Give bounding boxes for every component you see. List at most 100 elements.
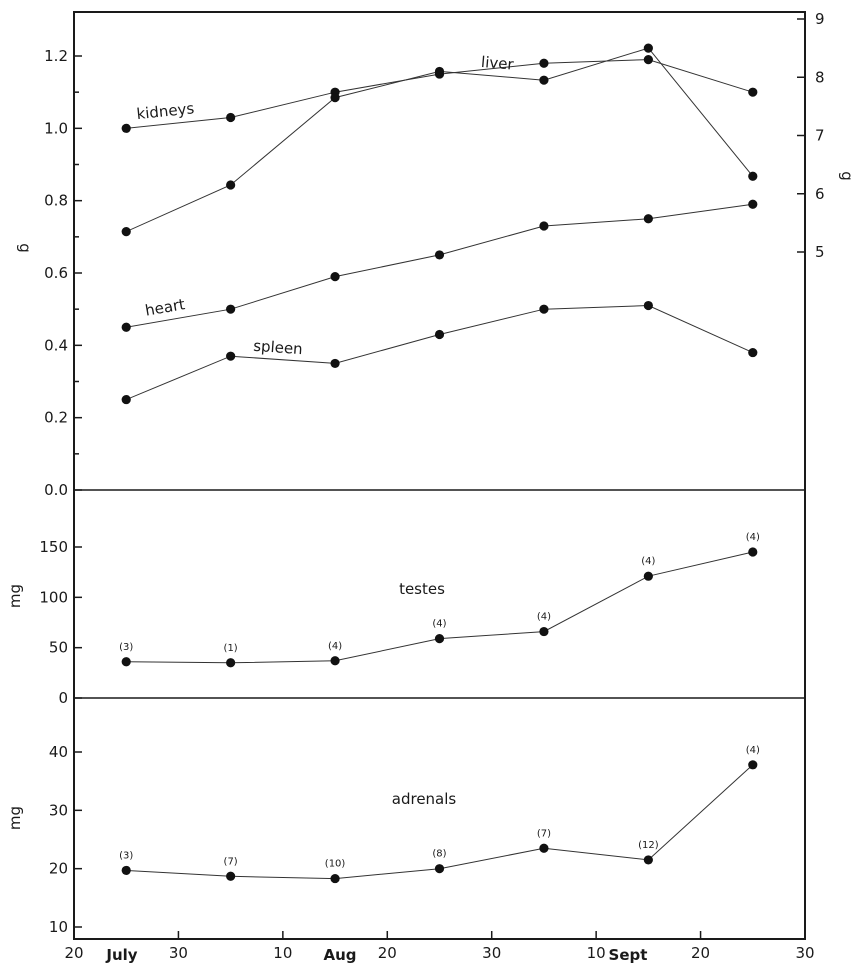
- liver-point: [434, 66, 445, 77]
- adrenals-n-label: (7): [224, 856, 238, 867]
- adrenals-line: [126, 764, 754, 880]
- adrenals-n-label: (12): [638, 840, 659, 851]
- testes-n-label: (4): [746, 532, 760, 543]
- spleen-point: [121, 394, 131, 405]
- testes-point: [643, 571, 653, 581]
- middle-y-tick-label: 50: [49, 639, 68, 657]
- x-tick-label: 20: [691, 944, 710, 962]
- adrenals-point: [330, 873, 340, 884]
- liver-point: [121, 227, 131, 237]
- heart-point: [226, 304, 236, 314]
- month-label-july: July: [105, 946, 137, 964]
- spleen-point: [330, 358, 340, 369]
- series-label-spleen: spleen: [253, 337, 304, 358]
- heart-point: [330, 272, 340, 282]
- kidneys-point: [643, 55, 653, 65]
- liver-point: [748, 171, 758, 181]
- adrenals-n-label: (4): [746, 745, 760, 756]
- month-label-aug: Aug: [323, 946, 356, 964]
- top-y-tick-label: 0.0: [44, 481, 68, 499]
- top-y-tick-label: 0.4: [44, 336, 68, 354]
- middle-y-tick-label: 150: [39, 538, 68, 556]
- top-right-y-tick-label: 6: [815, 185, 825, 203]
- series-label-heart: heart: [144, 295, 187, 320]
- data-points-layer: [121, 43, 758, 884]
- top-right-y-tick-label: 7: [815, 127, 825, 145]
- spleen-point: [748, 347, 758, 358]
- x-tick-label: 30: [482, 944, 501, 962]
- spleen-line: [126, 304, 754, 401]
- testes-n-label: (4): [537, 612, 551, 623]
- plot-frame: [73, 11, 806, 940]
- x-tick-label: 10: [587, 944, 606, 962]
- liver-point: [643, 43, 653, 53]
- bottom-y-tick-label: 20: [49, 860, 68, 878]
- heart-point: [643, 214, 653, 224]
- adrenals-point: [539, 843, 549, 853]
- heart-point: [748, 199, 758, 209]
- series-label-kidneys: kidneys: [136, 99, 196, 123]
- adrenals-point: [121, 865, 131, 876]
- kidneys-point: [539, 58, 549, 68]
- heart-point: [121, 322, 131, 332]
- top-y-tick-label: 1.0: [44, 119, 68, 137]
- liver-point: [330, 93, 340, 103]
- top-y-tick-label: 1.2: [44, 47, 68, 65]
- adrenals-n-label: (7): [537, 828, 551, 839]
- liver-point: [226, 180, 236, 190]
- testes-line: [126, 551, 753, 664]
- series-label-testes: testes: [399, 580, 445, 598]
- kidneys-point: [226, 112, 236, 123]
- testes-n-label: (3): [119, 642, 133, 653]
- x-tick-label: 20: [378, 944, 397, 962]
- heart-point: [539, 221, 549, 231]
- middle-y-tick-label: 100: [39, 588, 68, 606]
- testes-point: [330, 656, 340, 666]
- testes-n-label: (4): [432, 619, 446, 630]
- top-y-tick-label: 0.2: [44, 409, 68, 427]
- series-label-adrenals: adrenals: [392, 790, 457, 808]
- testes-n-label: (4): [641, 556, 655, 567]
- month-label-sept: Sept: [609, 946, 648, 964]
- adrenals-point: [226, 871, 236, 881]
- testes-n-label: (4): [328, 641, 342, 652]
- bottom-axis-title: mg: [6, 806, 24, 830]
- testes-point: [226, 658, 236, 668]
- top-y-tick-label: 0.8: [44, 192, 68, 210]
- adrenals-point: [434, 864, 445, 874]
- ticks-layer: [73, 18, 806, 939]
- testes-point: [121, 657, 131, 667]
- x-tick-label: 30: [169, 944, 188, 962]
- liver-point: [539, 75, 549, 85]
- bottom-y-tick-label: 10: [49, 918, 68, 936]
- heart-point: [434, 250, 445, 260]
- top-left-axis-title: g: [16, 243, 34, 253]
- x-tick-label: 10: [273, 944, 292, 962]
- spleen-point: [226, 351, 236, 361]
- testes-n-label: (1): [224, 643, 238, 654]
- top-right-y-tick-label: 5: [815, 243, 825, 261]
- adrenals-point: [748, 760, 758, 770]
- series-label-liver: liver: [480, 53, 515, 74]
- spleen-point: [539, 304, 549, 314]
- adrenals-point: [643, 855, 653, 865]
- top-right-y-tick-label: 8: [815, 68, 825, 86]
- adrenals-n-label: (8): [432, 849, 446, 860]
- bottom-y-tick-label: 30: [49, 801, 68, 819]
- adrenals-n-label: (10): [325, 859, 346, 870]
- spleen-point: [434, 329, 445, 340]
- spleen-point: [643, 300, 653, 311]
- heart-line: [126, 203, 753, 328]
- kidneys-point: [748, 87, 758, 97]
- bottom-y-tick-label: 40: [49, 743, 68, 761]
- top-right-axis-title: g: [838, 171, 854, 181]
- testes-point: [434, 634, 445, 644]
- kidneys-point: [121, 123, 131, 133]
- labels-layer: 20 30 10 20 30 10 20 30 0.0 0.2 0.4 0.6 0.8 1.0 1.2 0 50…: [39, 10, 824, 962]
- testes-point: [748, 547, 758, 557]
- x-tick-label: 30: [795, 944, 814, 962]
- x-tick-label: 20: [64, 944, 83, 962]
- top-right-y-tick-label: 9: [815, 10, 825, 28]
